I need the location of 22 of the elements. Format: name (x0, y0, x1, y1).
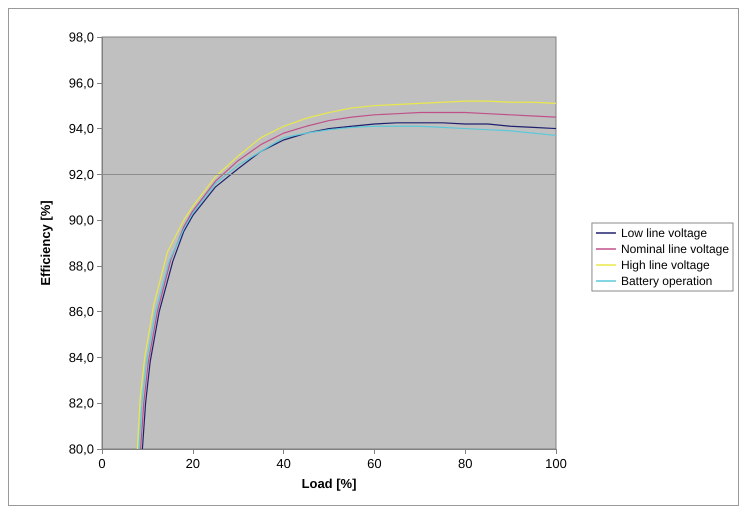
y-tick-label: 98,0 (68, 30, 94, 44)
y-axis-title: Efficiency [%] (38, 200, 53, 286)
legend-label: Nominal line voltage (620, 242, 730, 256)
y-tick-label: 94,0 (68, 121, 94, 136)
x-tick-label: 100 (545, 456, 567, 471)
legend-label: Low line voltage (620, 226, 708, 240)
y-tick-label: 86,0 (68, 304, 94, 320)
y-tick-label: 80,0 (68, 442, 94, 456)
x-axis-title: Load [%] (302, 476, 356, 491)
x-tick-label: 80 (458, 456, 472, 471)
y-tick-label: 82,0 (68, 396, 94, 411)
y-tick-label: 84,0 (68, 350, 94, 365)
legend-label: Battery operation (620, 274, 712, 288)
x-tick-label: 0 (98, 456, 106, 471)
y-tick-label: 92,0 (68, 166, 94, 182)
x-tick-label: 40 (276, 456, 291, 471)
legend-label: High line voltage (620, 258, 710, 272)
y-tick-label: 88,0 (68, 258, 94, 274)
y-tick-label: 96,0 (68, 75, 94, 90)
y-tick-label: 90,0 (68, 212, 94, 228)
x-tick-label: 20 (186, 456, 200, 471)
x-tick-label: 60 (367, 456, 382, 471)
